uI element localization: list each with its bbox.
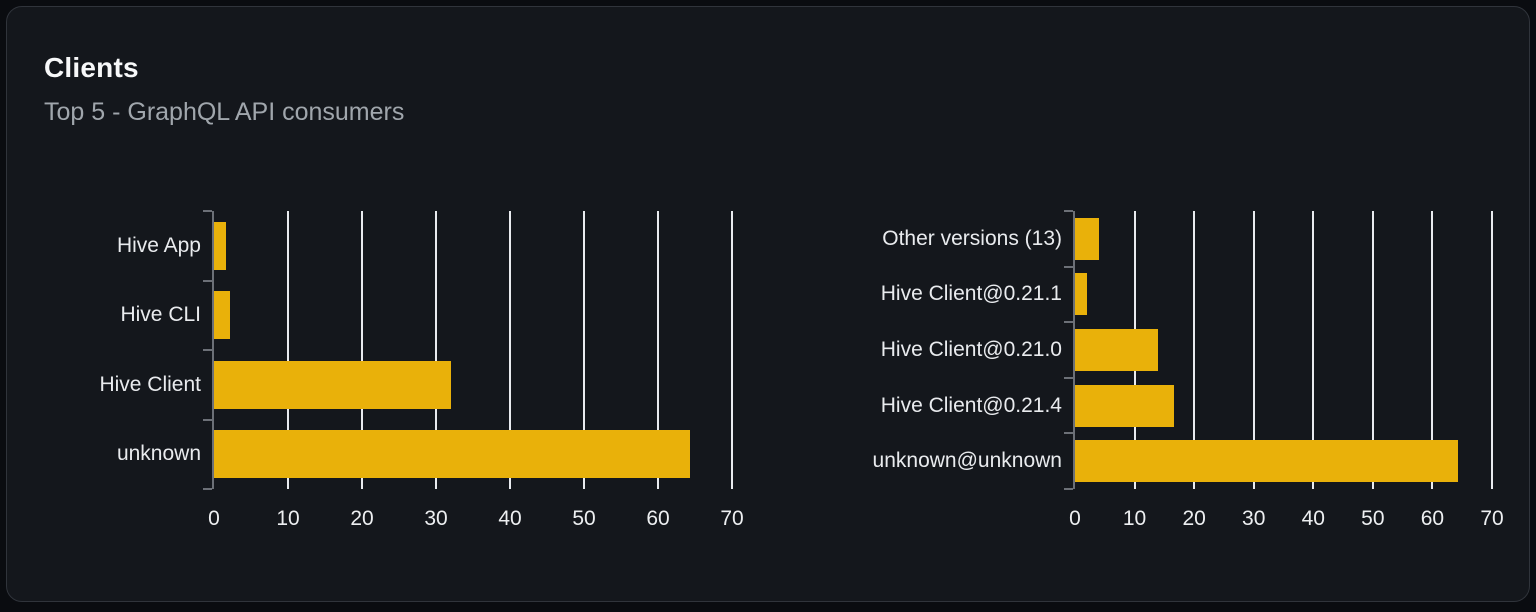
x-tick-label: 50	[1361, 507, 1385, 530]
clients-card: Clients Top 5 - GraphQL API consumers Hi…	[6, 6, 1530, 602]
gridline	[435, 211, 437, 489]
x-tick-label: 40	[498, 507, 522, 530]
category-label: Hive Client@0.21.4	[880, 393, 1062, 417]
gridline	[731, 211, 733, 489]
bar[interactable]	[1075, 273, 1087, 316]
bar[interactable]	[1075, 384, 1174, 427]
x-tick-label: 50	[572, 507, 596, 530]
category-label: unknown	[116, 442, 201, 466]
y-axis-tick	[1064, 432, 1073, 435]
y-axis-tick	[1064, 488, 1073, 490]
x-tick-label: 0	[1069, 507, 1081, 530]
x-tick-label: 30	[424, 507, 448, 530]
category-label: Hive Client@0.21.1	[880, 282, 1062, 306]
y-axis-tick	[1064, 210, 1073, 212]
bar[interactable]	[1075, 217, 1099, 260]
gridline	[1193, 211, 1196, 489]
y-axis-tick	[203, 418, 212, 421]
x-tick-label: 20	[350, 507, 374, 530]
x-tick-label: 70	[1480, 507, 1504, 530]
bar[interactable]	[214, 221, 226, 270]
y-axis-tick	[203, 279, 212, 282]
gridline	[657, 211, 659, 489]
bar[interactable]	[214, 291, 231, 340]
gridline	[509, 211, 511, 489]
card-title: Clients	[44, 52, 139, 83]
category-label: Other versions (13)	[882, 226, 1062, 250]
x-tick-label: 70	[720, 507, 744, 530]
y-axis-tick	[203, 349, 212, 351]
y-axis-tick	[203, 210, 212, 212]
clients-by-version-chart: Other versions (13) Hive Client@0.21.1 Hiv…	[7, 7, 1529, 601]
bar[interactable]	[214, 430, 690, 479]
gridline	[361, 211, 363, 489]
x-tick-label: 0	[208, 507, 220, 530]
bar[interactable]	[1075, 329, 1159, 371]
x-tick-label: 30	[1242, 507, 1266, 530]
gridline	[1312, 211, 1315, 489]
category-label: unknown@unknown	[872, 449, 1062, 473]
category-label: Hive Client@0.21.0	[880, 338, 1062, 361]
gridline	[1371, 211, 1374, 489]
y-axis-tick	[1064, 265, 1073, 268]
category-label: Hive App	[116, 233, 201, 257]
y-axis-tick	[203, 488, 212, 490]
y-axis-line	[212, 211, 214, 489]
gridline	[583, 211, 585, 489]
x-tick-label: 10	[276, 507, 300, 530]
gridline	[1252, 211, 1255, 489]
bar[interactable]	[1075, 440, 1459, 483]
x-tick-label: 20	[1182, 507, 1206, 530]
x-tick-label: 60	[1420, 507, 1445, 530]
x-tick-label: 60	[646, 507, 670, 530]
x-tick-label: 10	[1122, 507, 1147, 530]
category-label: Hive CLI	[120, 303, 201, 327]
y-axis-tick	[1064, 376, 1073, 379]
bar[interactable]	[214, 360, 451, 409]
card-subtitle: Top 5 - GraphQL API consumers	[44, 98, 405, 126]
y-axis-line	[1073, 211, 1075, 489]
gridline	[1491, 211, 1493, 489]
category-label: Hive Client	[99, 372, 201, 396]
gridline	[287, 211, 289, 489]
x-tick-label: 40	[1301, 507, 1325, 530]
gridline	[1431, 211, 1434, 489]
y-axis-tick	[1064, 321, 1073, 324]
clients-by-name-chart: Hive App Hive CLI Hive Client unknown 0 10 20 3…	[7, 7, 1529, 601]
